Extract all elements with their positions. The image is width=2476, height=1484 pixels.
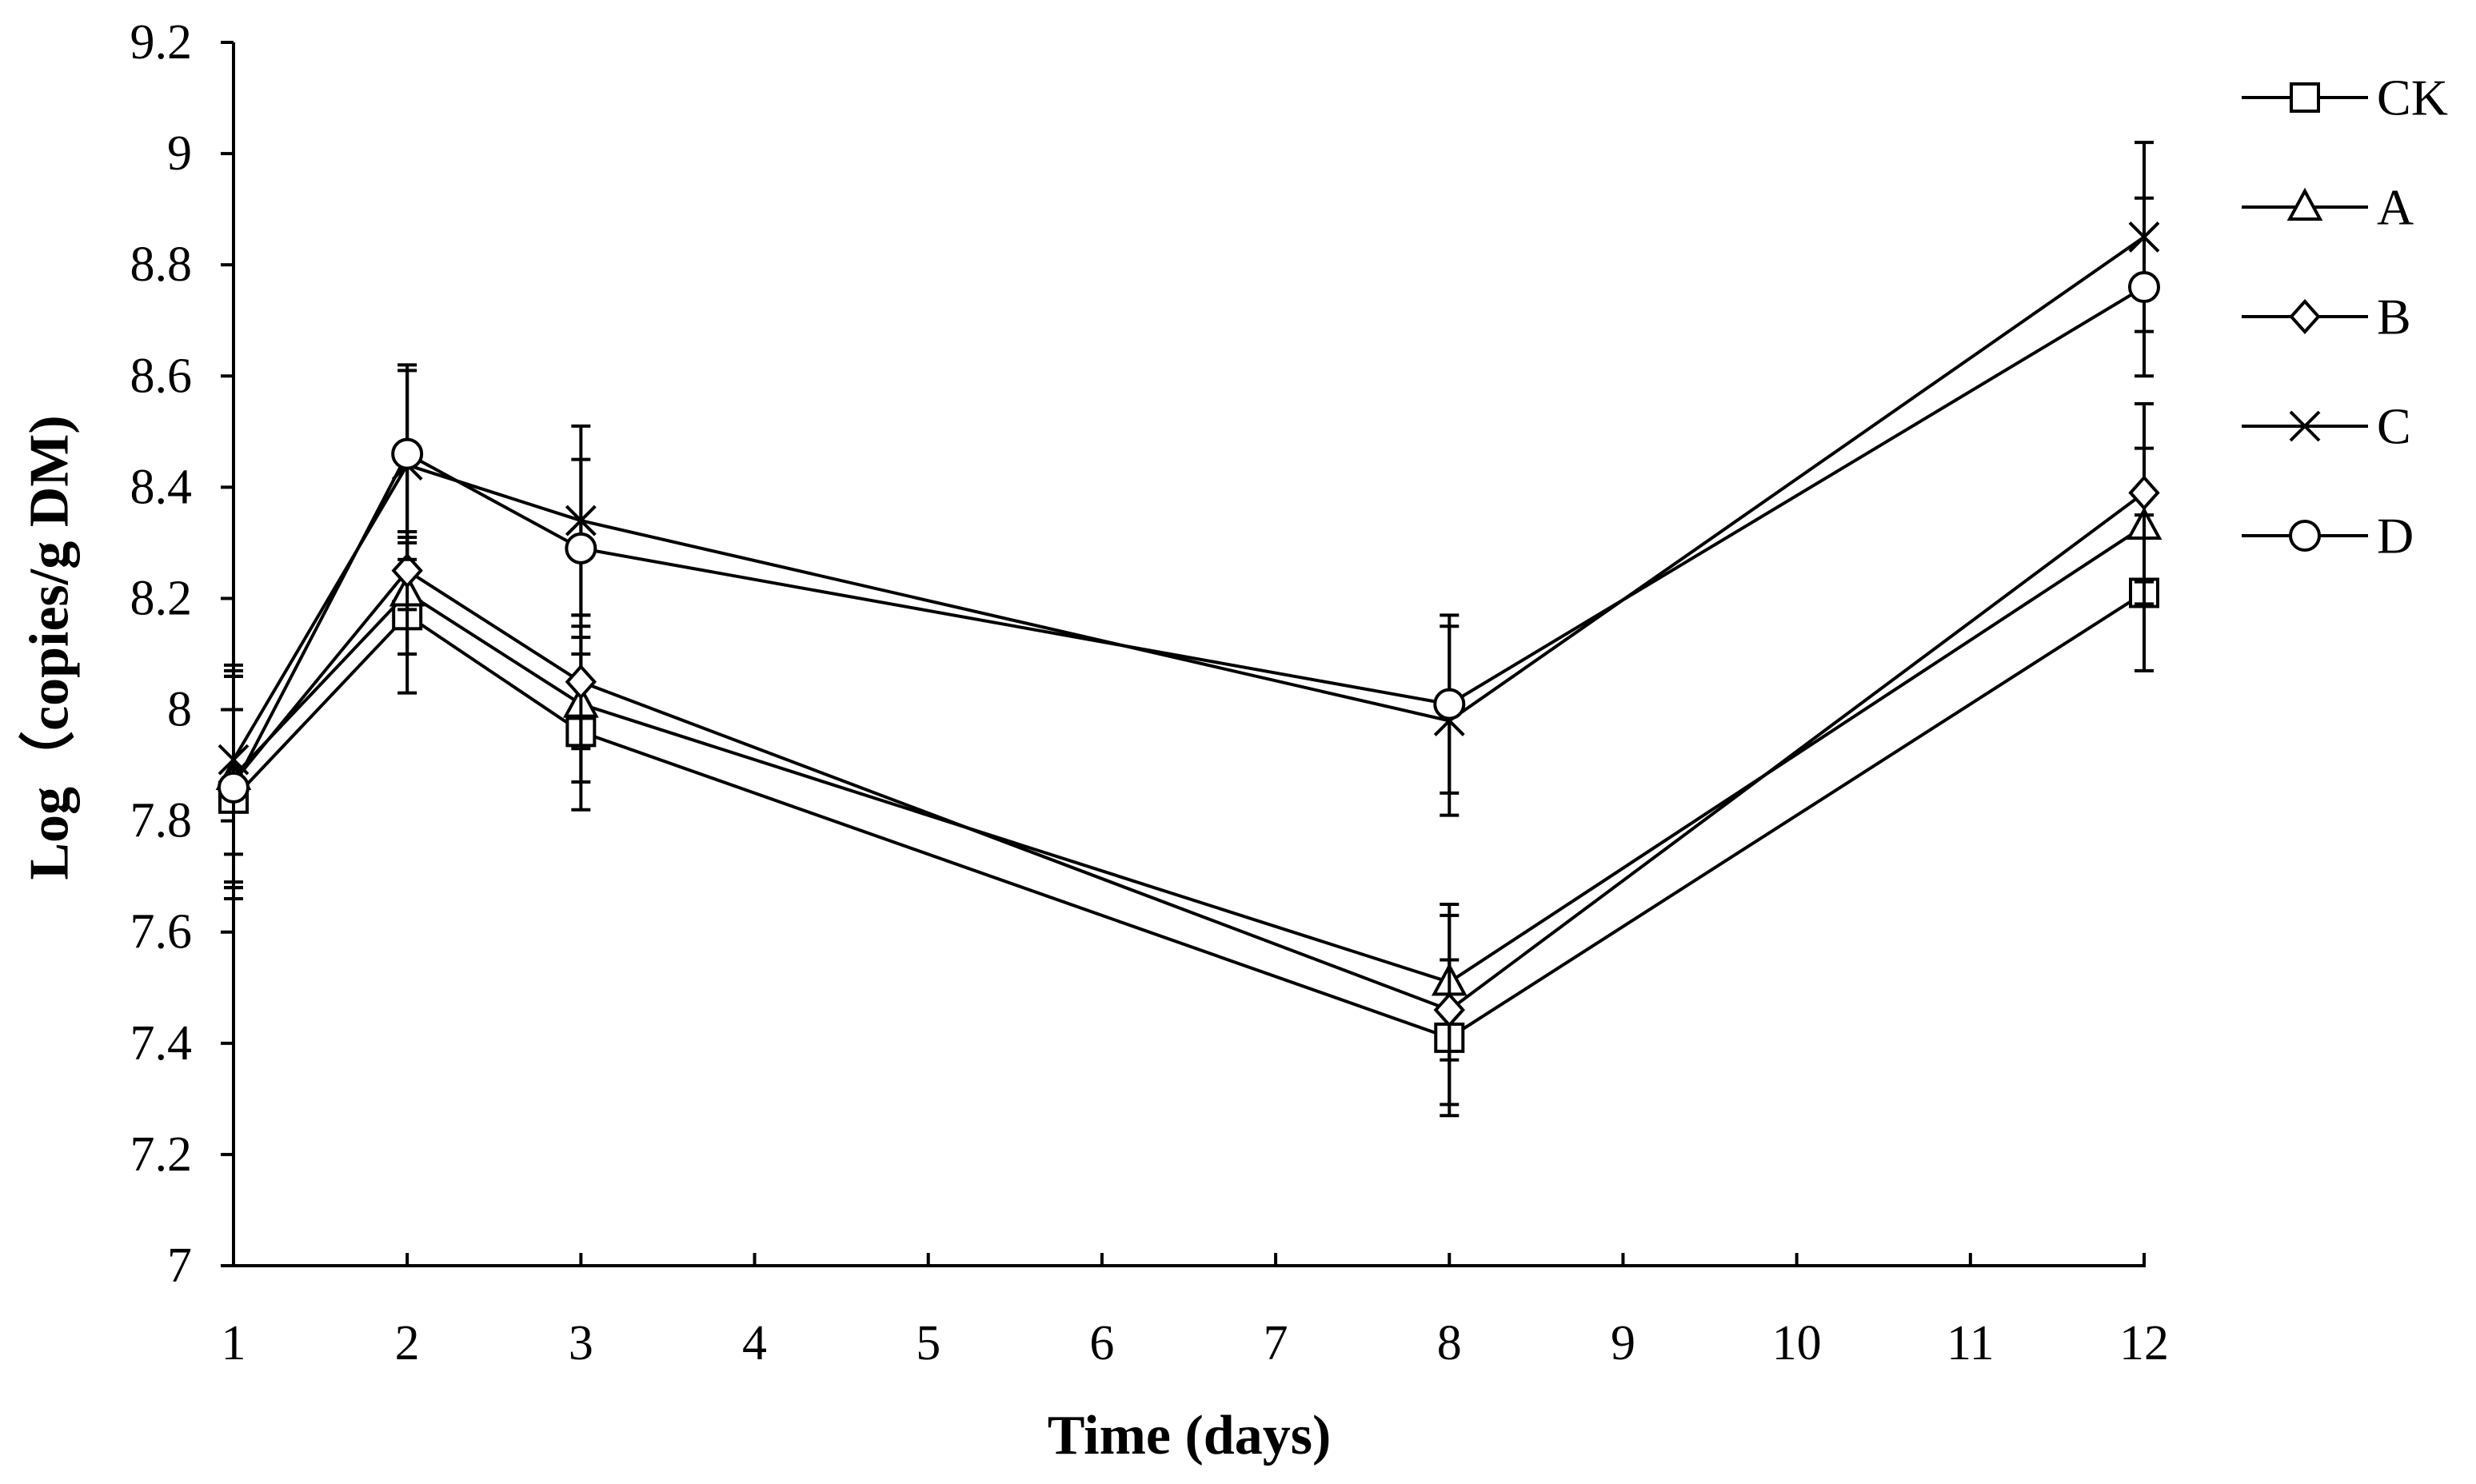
x-marker-stroke xyxy=(2289,410,2321,442)
legend-item-ck: CK xyxy=(2242,70,2448,126)
legend-marker-a xyxy=(2286,187,2323,221)
x-tick-label: 3 xyxy=(569,1316,593,1370)
x-tick-label: 5 xyxy=(916,1316,940,1370)
legend-item-d: D xyxy=(2242,508,2414,564)
y-tick-label: 8.4 xyxy=(130,460,193,514)
legend-label: C xyxy=(2377,398,2411,455)
legend-marker-b xyxy=(2289,299,2321,334)
x-tick-label: 9 xyxy=(1611,1316,1635,1370)
data-point-b xyxy=(565,664,597,700)
y-tick-label: 7.2 xyxy=(130,1127,193,1182)
data-point-b xyxy=(2128,475,2160,511)
legend-marker-c xyxy=(2289,410,2321,442)
y-tick-label: 8.8 xyxy=(130,237,193,292)
x-tick-label: 8 xyxy=(1437,1316,1462,1370)
y-tick-label: 9 xyxy=(167,126,192,181)
data-point-d xyxy=(391,437,424,470)
y-tick-label: 8.2 xyxy=(130,571,193,625)
y-axis-title: Log（copies/g DM) xyxy=(18,415,81,880)
data-point-d xyxy=(218,771,250,804)
x-tick-label: 4 xyxy=(742,1316,767,1370)
x-tick-label: 2 xyxy=(395,1316,420,1370)
y-tick-label: 9.2 xyxy=(130,15,193,70)
axis-ticks: 77.27.47.67.888.28.48.68.899.21 2 3 4 5 6 7 8 9 1… xyxy=(130,15,2170,1370)
legend-item-c: C xyxy=(2242,398,2411,455)
data-point-d xyxy=(565,532,597,564)
y-tick-label: 8.6 xyxy=(130,349,193,403)
y-tick-label: 7.8 xyxy=(130,794,193,848)
x-tick-label: 10 xyxy=(1772,1316,1822,1370)
y-tick-label: 8 xyxy=(167,683,192,737)
x-tick-label: 12 xyxy=(2119,1316,2169,1370)
data-point-d xyxy=(1433,688,1466,720)
x-tick-label: 11 xyxy=(1947,1316,1995,1370)
x-tick-label: 6 xyxy=(1089,1316,1114,1370)
legend-item-b: B xyxy=(2242,289,2411,345)
data-point-b xyxy=(1433,992,1465,1028)
y-tick-label: 7.4 xyxy=(130,1016,193,1071)
legend-item-a: A xyxy=(2242,179,2414,236)
y-tick-label: 7 xyxy=(167,1239,192,1293)
legend-label: B xyxy=(2377,289,2411,345)
y-tick-label: 7.6 xyxy=(130,905,193,959)
data-point-b xyxy=(391,553,423,588)
x-tick-label: 7 xyxy=(1264,1316,1288,1370)
x-axis-title: Time (days) xyxy=(1048,1405,1332,1466)
x-tick-label: 1 xyxy=(222,1316,246,1370)
series-layer xyxy=(215,141,2163,1118)
series-d xyxy=(218,196,2160,900)
data-point-d xyxy=(2128,271,2160,303)
legend-label: D xyxy=(2377,508,2414,564)
legend-marker-d xyxy=(2289,520,2321,552)
legend-marker-ck xyxy=(2290,82,2320,113)
legend-label: CK xyxy=(2377,70,2448,126)
legend-label: A xyxy=(2377,179,2414,236)
